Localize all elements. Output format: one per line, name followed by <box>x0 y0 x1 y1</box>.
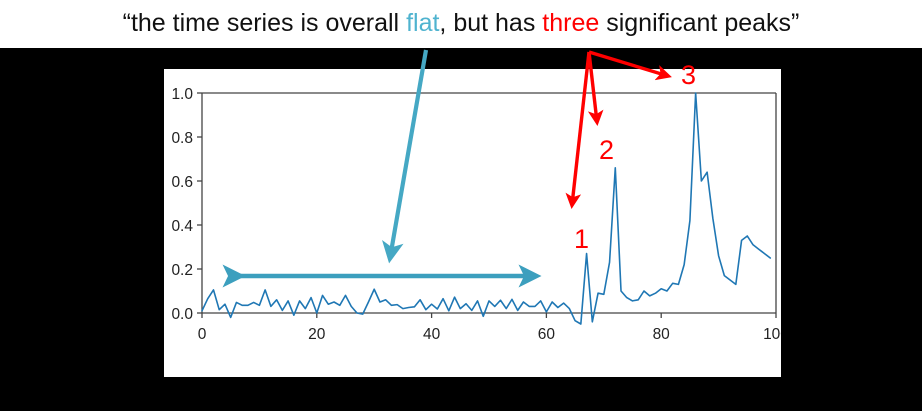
y-tick-label: 0.8 <box>171 130 193 147</box>
caption-band: “the time series is overall flat, but ha… <box>0 0 922 48</box>
x-tick-label: 80 <box>653 326 671 343</box>
caption-prefix: “the time series is overall <box>122 9 407 37</box>
caption-keyword-three: three <box>542 9 600 37</box>
time-series-chart: 0.0 0.2 0.4 0.6 0.8 1.0 0 20 40 60 80 100 <box>171 86 781 343</box>
peak-label-1: 1 <box>574 224 590 254</box>
y-tick-label: 1.0 <box>171 86 193 103</box>
y-tick-label: 0.6 <box>171 174 193 191</box>
x-tick-label: 100 <box>763 326 781 343</box>
peak-label-3: 3 <box>681 60 697 90</box>
plot-panel: 0.0 0.2 0.4 0.6 0.8 1.0 0 20 40 60 80 100 <box>164 69 781 377</box>
peak-label-2: 2 <box>599 135 615 165</box>
caption-suffix: significant peaks” <box>599 9 800 37</box>
y-tick-label: 0.4 <box>171 218 193 235</box>
caption-keyword-flat: flat <box>406 9 440 37</box>
x-tick-label: 40 <box>423 326 441 343</box>
x-tick-label: 20 <box>308 326 326 343</box>
x-tick-label: 60 <box>538 326 556 343</box>
caption-text: “the time series is overall flat, but ha… <box>0 0 922 46</box>
x-tick-label: 0 <box>198 326 207 343</box>
y-tick-label: 0.2 <box>171 262 193 279</box>
caption-middle: , but has <box>439 9 543 37</box>
series-line-0 <box>201 92 772 325</box>
y-tick-label: 0.0 <box>171 306 193 323</box>
